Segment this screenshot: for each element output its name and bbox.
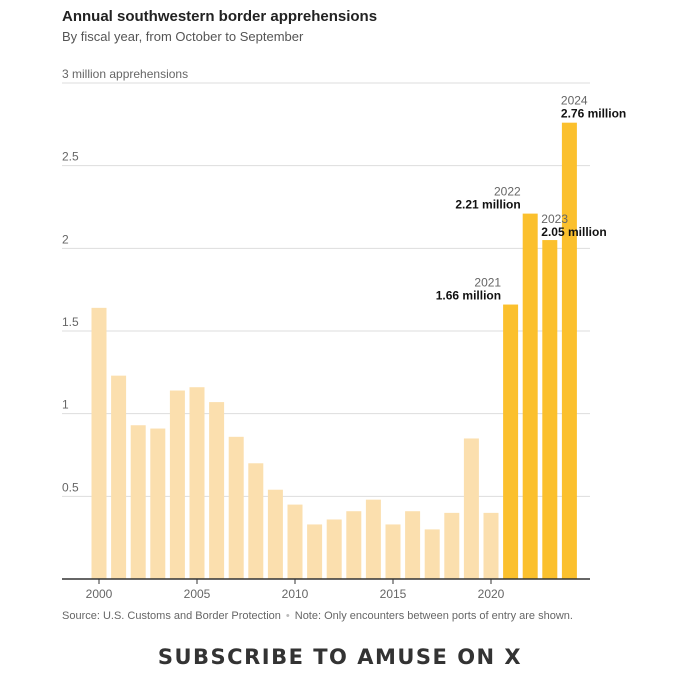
bar bbox=[346, 511, 362, 579]
bar bbox=[111, 375, 127, 579]
y-tick-label: 1.5 bbox=[62, 315, 79, 329]
bar bbox=[130, 425, 146, 579]
bar bbox=[209, 402, 225, 579]
bar bbox=[287, 504, 303, 579]
annotation-year: 2023 bbox=[541, 212, 568, 226]
y-tick-label: 2 bbox=[62, 232, 69, 246]
x-tick-label: 2020 bbox=[478, 587, 505, 601]
bar bbox=[248, 463, 264, 579]
bar-highlight bbox=[542, 240, 558, 580]
bar bbox=[189, 387, 205, 579]
annotation-value: 1.66 million bbox=[436, 289, 501, 303]
separator-dot: • bbox=[285, 610, 290, 622]
y-tick-label: 0.5 bbox=[62, 480, 79, 494]
footnote: Note: Only encounters between ports of e… bbox=[294, 610, 573, 622]
bar bbox=[150, 428, 166, 579]
annotation-year: 2022 bbox=[494, 185, 521, 199]
bar bbox=[405, 511, 421, 579]
bar bbox=[326, 519, 342, 579]
subscribe-banner: SUBSCRIBE TO AMUSE ON X bbox=[157, 645, 523, 669]
x-tick-label: 2005 bbox=[184, 587, 211, 601]
chart-footer: Source: U.S. Customs and Border Protecti… bbox=[62, 610, 573, 622]
bar bbox=[267, 489, 283, 579]
chart-subtitle: By fiscal year, from October to Septembe… bbox=[62, 29, 304, 44]
annotation-year: 2021 bbox=[474, 276, 501, 290]
annotation-value: 2.21 million bbox=[455, 198, 520, 212]
bar bbox=[444, 512, 460, 579]
x-tick-label: 2000 bbox=[86, 587, 113, 601]
bar bbox=[307, 524, 323, 579]
bar bbox=[463, 438, 479, 579]
bar bbox=[365, 499, 381, 579]
annotation-year: 2024 bbox=[561, 94, 588, 108]
bar-highlight bbox=[503, 304, 519, 579]
bar-chart: 3 million apprehensions 0.5 1 1.5 2 2.5 2000 20… bbox=[62, 67, 626, 601]
bar-highlight bbox=[522, 213, 538, 579]
annotation-value: 2.76 million bbox=[561, 107, 626, 121]
y-axis-top-label: 3 million apprehensions bbox=[62, 67, 188, 81]
y-tick-label: 2.5 bbox=[62, 150, 79, 164]
bar bbox=[385, 524, 401, 579]
source-note: Source: U.S. Customs and Border Protecti… bbox=[62, 610, 281, 622]
bar bbox=[169, 390, 185, 579]
chart-title: Annual southwestern border apprehensions bbox=[62, 8, 378, 25]
annotation-value: 2.05 million bbox=[541, 225, 606, 239]
x-tick-label: 2015 bbox=[380, 587, 407, 601]
bar bbox=[424, 529, 440, 579]
bar bbox=[91, 307, 107, 579]
bar bbox=[483, 512, 499, 579]
bar-highlight bbox=[561, 122, 577, 580]
y-tick-label: 1 bbox=[62, 398, 69, 412]
x-tick-label: 2010 bbox=[282, 587, 309, 601]
bar bbox=[228, 436, 244, 579]
